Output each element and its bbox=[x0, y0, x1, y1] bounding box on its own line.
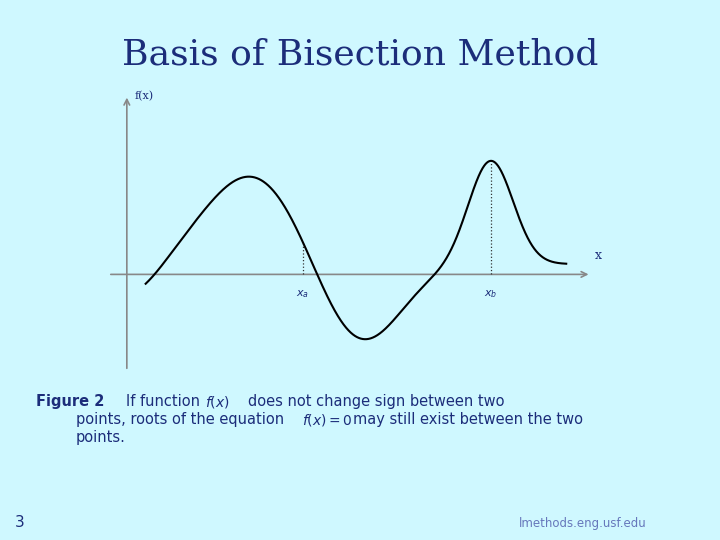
Text: x: x bbox=[595, 249, 601, 262]
Text: Basis of Bisection Method: Basis of Bisection Method bbox=[122, 38, 598, 72]
Text: $f(x)$: $f(x)$ bbox=[205, 394, 230, 410]
Text: points, roots of the equation: points, roots of the equation bbox=[76, 412, 288, 427]
Text: may still exist between the two: may still exist between the two bbox=[353, 412, 582, 427]
Text: Figure 2: Figure 2 bbox=[36, 394, 104, 409]
Text: points.: points. bbox=[76, 430, 125, 445]
Text: does not change sign between two: does not change sign between two bbox=[248, 394, 505, 409]
Text: lmethods.eng.usf.edu: lmethods.eng.usf.edu bbox=[518, 517, 646, 530]
Text: f(x): f(x) bbox=[135, 91, 153, 102]
Text: If function: If function bbox=[126, 394, 204, 409]
Text: $x_a$: $x_a$ bbox=[296, 288, 309, 300]
Text: $f(x){=}0$: $f(x){=}0$ bbox=[302, 412, 354, 428]
Text: $x_b$: $x_b$ bbox=[484, 288, 498, 300]
Text: 3: 3 bbox=[14, 515, 24, 530]
